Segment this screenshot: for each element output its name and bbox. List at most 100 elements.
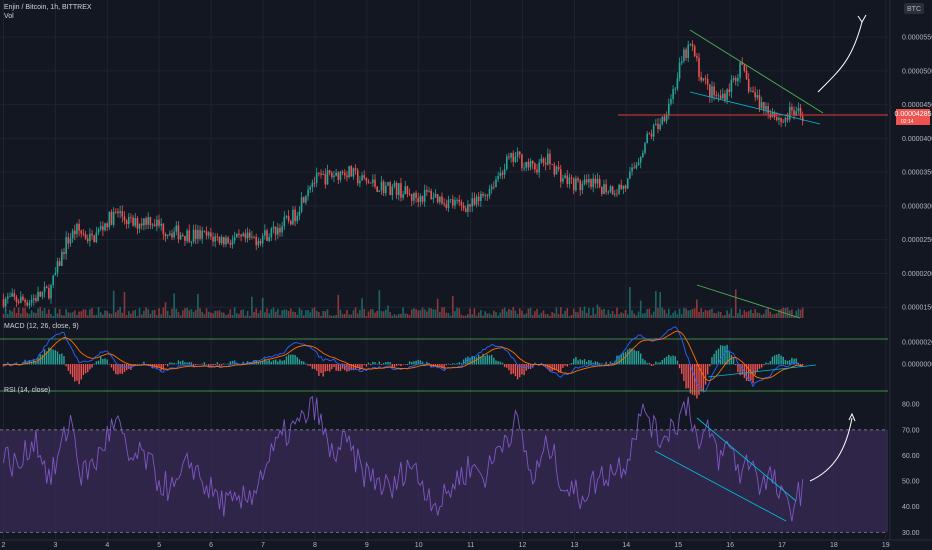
volume-bar: [326, 309, 329, 318]
volume-bar: [631, 310, 633, 318]
volume-bar: [125, 315, 128, 318]
volume-bar: [618, 314, 620, 318]
macd-histogram-bar: [270, 361, 273, 365]
macd-histogram-bar: [186, 362, 188, 365]
volume-bar: [786, 307, 789, 318]
macd-histogram-bar: [452, 363, 454, 365]
volume-bar: [48, 309, 50, 318]
volume-bar: [333, 315, 335, 318]
volume-bar: [281, 310, 283, 318]
macd-histogram-bar: [510, 364, 512, 375]
volume-bar: [454, 311, 456, 318]
candle-body: [603, 184, 605, 194]
volume-bar: [339, 309, 342, 318]
currency-label: BTC: [907, 6, 921, 13]
volume-bar: [717, 311, 720, 318]
time-tick-label: 13: [571, 542, 579, 549]
candle-body: [294, 209, 296, 222]
candle-body: [648, 133, 651, 135]
candle-body: [26, 302, 29, 306]
macd-histogram-bar: [620, 354, 622, 365]
volume-bar: [289, 308, 292, 318]
candle-body: [544, 162, 547, 165]
candle-body: [121, 211, 124, 217]
candle-body: [346, 175, 348, 178]
candle-body: [665, 114, 668, 121]
volume-bar: [225, 315, 227, 318]
volume-bar: [557, 314, 560, 318]
candle-body: [642, 152, 644, 158]
macd-histogram-bar: [318, 364, 320, 376]
macd-histogram-bar: [570, 363, 573, 365]
volume-bar: [315, 310, 318, 318]
candle-body: [225, 237, 227, 245]
candle-body: [253, 236, 255, 238]
volume-bar: [162, 307, 165, 318]
candle-body: [17, 301, 20, 303]
macd-histogram-bar: [201, 363, 203, 365]
volume-bar: [447, 312, 450, 318]
volume-bar: [169, 315, 171, 318]
candle-body: [199, 229, 201, 239]
volume-bar: [164, 302, 167, 318]
volume-bar: [588, 307, 590, 318]
macd-histogram-bar: [568, 364, 571, 365]
volume-bar: [564, 310, 566, 318]
volume-bar: [30, 310, 33, 318]
macd-histogram-bar: [67, 364, 69, 371]
macd-histogram-bar: [791, 357, 793, 365]
macd-histogram-bar: [408, 361, 411, 365]
macd-histogram-bar: [635, 351, 638, 365]
candles: [2, 40, 804, 312]
candle-body: [687, 44, 690, 59]
volume-bar: [127, 311, 130, 318]
candle-body: [285, 216, 288, 218]
volume-bar: [207, 311, 210, 318]
volume-bar: [7, 313, 9, 318]
macd-histogram-bar: [717, 348, 720, 365]
volume-bar: [486, 313, 489, 318]
volume-bar: [69, 312, 72, 318]
volume-bar: [743, 310, 746, 318]
candle-body: [240, 234, 242, 237]
candle-body: [91, 233, 93, 236]
macd-histogram-bar: [307, 364, 309, 366]
volume-bar: [63, 315, 65, 318]
candle-body: [266, 230, 268, 241]
candle-body: [302, 197, 305, 203]
volume-bar: [529, 307, 532, 318]
macd-histogram-bar: [521, 364, 523, 375]
macd-histogram-bar: [547, 364, 549, 370]
volume-bar: [9, 309, 11, 318]
candle-body: [737, 77, 739, 82]
volume-bar: [173, 293, 175, 318]
volume-bar: [521, 310, 523, 318]
candle-body: [9, 296, 11, 298]
volume-bar: [603, 308, 605, 318]
candle-body: [495, 179, 497, 188]
volume-bar: [451, 296, 454, 318]
macd-histogram-bar: [458, 362, 460, 365]
rsi-line: [3, 395, 804, 522]
candle-body: [389, 182, 391, 196]
volume-bar: [678, 308, 681, 318]
price-tick-label: 0.00002500: [902, 237, 932, 244]
candle-body: [618, 184, 620, 194]
candle-body: [188, 230, 191, 242]
macd-histogram-bar: [71, 364, 74, 378]
currency-badge[interactable]: [904, 3, 924, 14]
macd-histogram-bar: [503, 364, 506, 368]
candle-body: [156, 219, 158, 227]
volume-bar: [512, 307, 515, 318]
candle-body: [391, 186, 394, 196]
macd-histogram-bar: [663, 358, 666, 365]
candle-body: [421, 196, 424, 202]
candle-body: [84, 234, 87, 239]
volume-bar: [434, 309, 437, 318]
candle-body: [482, 193, 484, 196]
volume-bar: [456, 307, 458, 318]
candle-body: [795, 111, 798, 116]
volume-bar: [145, 307, 147, 318]
volume-bar: [97, 307, 100, 318]
